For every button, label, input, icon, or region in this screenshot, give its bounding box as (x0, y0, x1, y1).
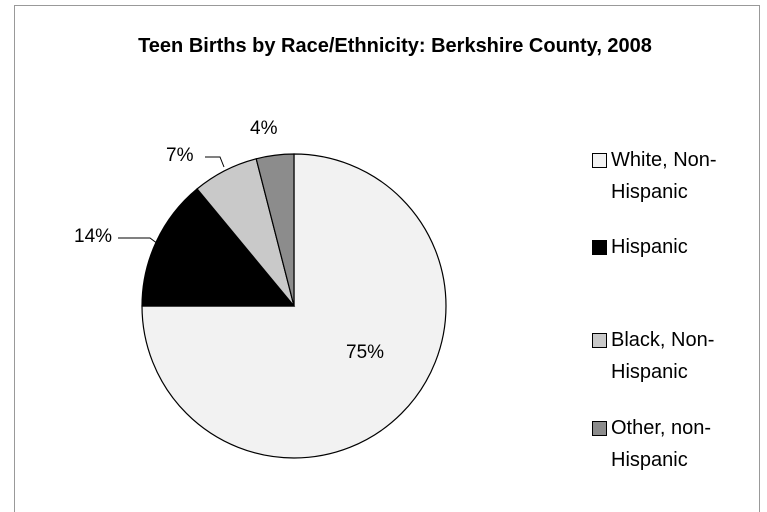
pie-slice (255, 153, 295, 307)
leader-line (205, 156, 225, 168)
legend-label: White, Non-Hispanic (611, 149, 717, 203)
legend-swatch (592, 421, 607, 436)
legend-swatch (592, 240, 607, 255)
legend-item: Hispanic (592, 231, 762, 263)
legend-swatch (592, 153, 607, 168)
data-label: 7% (166, 145, 194, 166)
leader-line (118, 237, 159, 245)
data-label: 75% (346, 342, 385, 363)
pie-slice (141, 188, 296, 307)
legend-label: Black, Non-Hispanic (611, 329, 715, 383)
frame (14, 5, 760, 512)
legend-item: Other, non-Hispanic (592, 412, 762, 476)
legend-label: Hispanic (611, 236, 688, 258)
legend-item: Black, Non-Hispanic (592, 324, 762, 388)
legend-item: White, Non-Hispanic (592, 144, 762, 208)
chart-title: Teen Births by Race/Ethnicity: Berkshire… (138, 35, 652, 57)
legend-swatch (592, 333, 607, 348)
data-label: 4% (250, 118, 278, 139)
pie-slice (141, 153, 447, 459)
legend-label: Other, non-Hispanic (611, 417, 712, 471)
data-label: 14% (74, 226, 113, 247)
